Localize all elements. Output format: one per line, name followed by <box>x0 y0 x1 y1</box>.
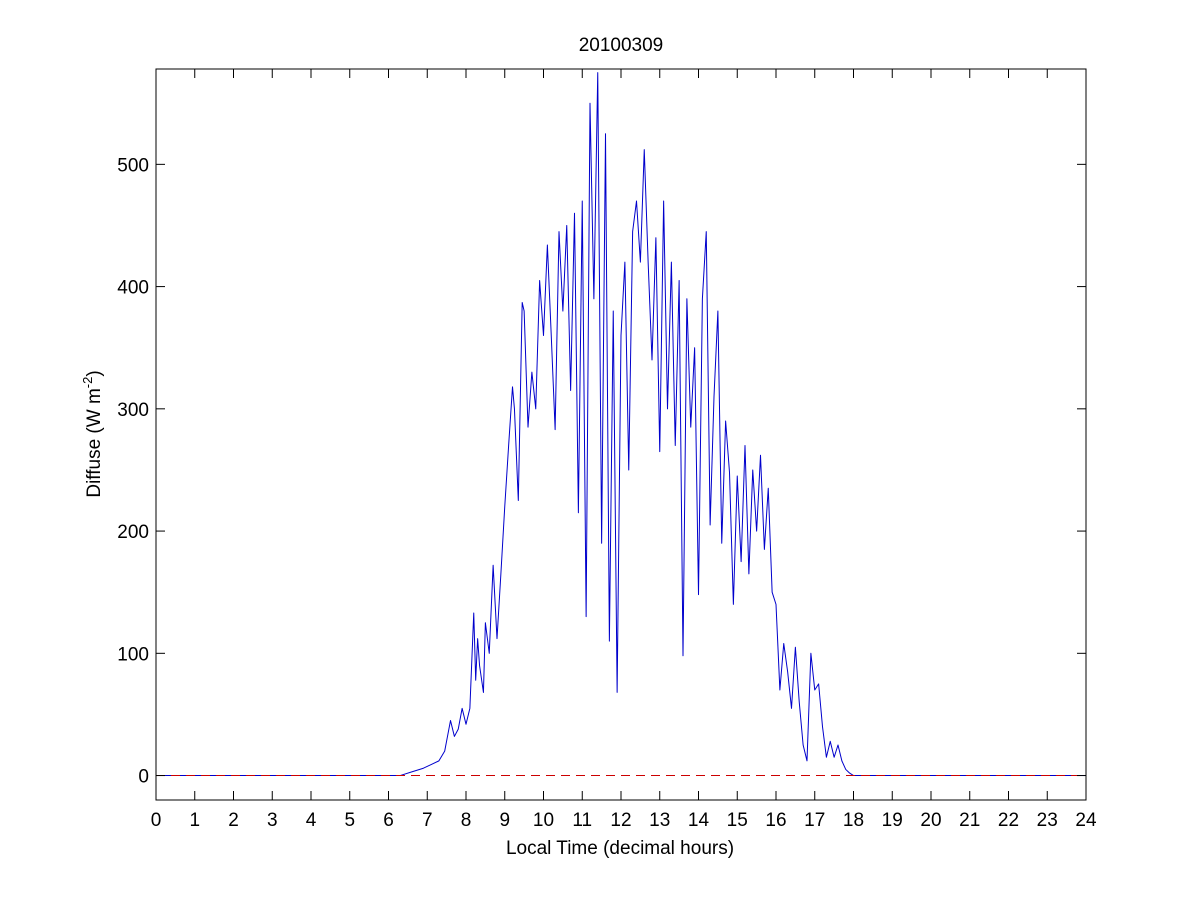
x-tick-label: 2 <box>228 810 239 831</box>
x-axis-title: Local Time (decimal hours) <box>506 838 734 859</box>
x-tick-label: 7 <box>422 810 433 831</box>
x-tick-label: 10 <box>533 810 554 831</box>
x-tick-label: 20 <box>920 810 941 831</box>
y-axis-title-suffix: ) <box>84 370 105 376</box>
x-tick-label: 4 <box>306 810 317 831</box>
series-layer <box>156 72 1086 777</box>
x-tick-label: 21 <box>959 810 980 831</box>
x-tick-label: 6 <box>383 810 394 831</box>
x-tick-label: 23 <box>1037 810 1058 831</box>
y-tick-label: 500 <box>117 155 149 176</box>
y-tick-label: 0 <box>138 767 149 788</box>
x-tick-label: 16 <box>765 810 786 831</box>
x-tick-label: 5 <box>344 810 355 831</box>
x-tick-label: 9 <box>499 810 510 831</box>
x-tick-label: 17 <box>804 810 825 831</box>
y-tick-label: 100 <box>117 644 149 665</box>
x-tick-label: 22 <box>998 810 1019 831</box>
y-tick-label: 200 <box>117 522 149 543</box>
plot-area <box>156 69 1086 800</box>
y-axis-title-main: Diffuse (W m <box>84 388 105 497</box>
axes-layer: 0 1 2 3 4 5 6 7 8 9 10 11 12 13 14 15 16 17 18 19 20 21 22 23 24… <box>117 69 1097 831</box>
x-tick-label: 0 <box>151 810 162 831</box>
chart-title: 20100309 <box>579 35 664 56</box>
x-tick-label: 8 <box>461 810 472 831</box>
x-tick-label: 18 <box>843 810 864 831</box>
diffuse-series-line <box>156 72 1086 777</box>
x-tick-label: 11 <box>572 810 592 831</box>
x-tick-label: 1 <box>189 810 200 831</box>
x-tick-label: 12 <box>610 810 631 831</box>
x-tick-label: 13 <box>649 810 670 831</box>
x-tick-label: 14 <box>688 810 710 831</box>
x-tick-label: 3 <box>267 810 278 831</box>
y-axis-title: Diffuse (W m-2) <box>80 370 105 497</box>
x-tick-label: 19 <box>882 810 903 831</box>
plot-frame <box>155 68 1087 801</box>
y-axis-title-superscript: -2 <box>80 377 95 389</box>
x-tick-label: 15 <box>727 810 748 831</box>
y-tick-label: 300 <box>117 400 149 421</box>
x-tick-label: 24 <box>1075 810 1097 831</box>
y-tick-label: 400 <box>117 278 149 299</box>
